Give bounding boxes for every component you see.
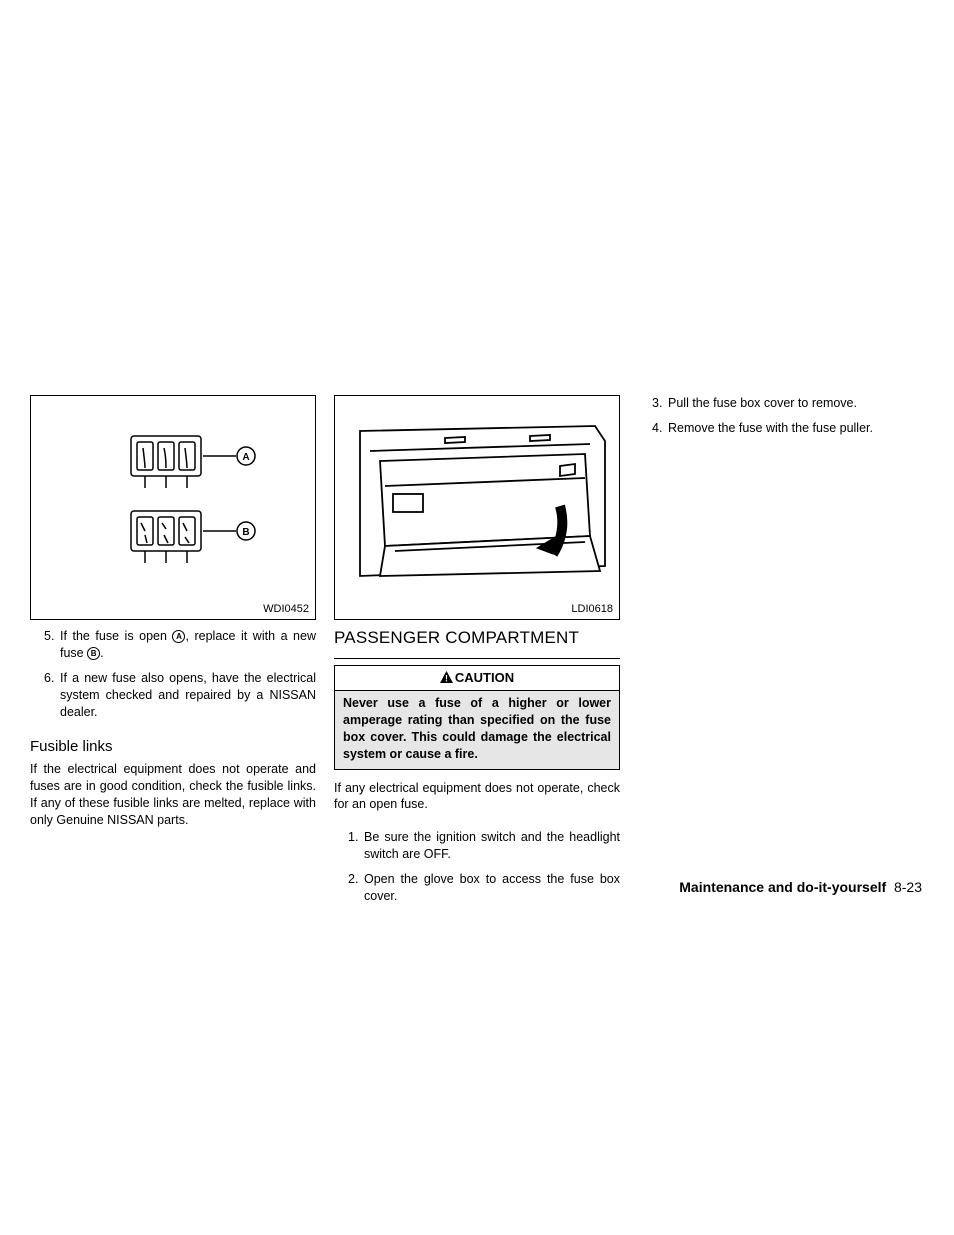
svg-text:!: ! xyxy=(445,674,448,684)
list-item: 1. Be sure the ignition switch and the h… xyxy=(348,829,620,863)
list-text: Pull the fuse box cover to remove. xyxy=(668,396,857,410)
list-num: 5. xyxy=(44,628,54,645)
list-num: 3. xyxy=(652,395,662,412)
list-text: If a new fuse also opens, have the elect… xyxy=(60,671,316,719)
list-text: If the fuse is open xyxy=(60,629,172,643)
col2-paragraph: If any electrical equipment does not ope… xyxy=(334,780,620,814)
list-num: 2. xyxy=(348,871,358,888)
page-footer: Maintenance and do-it-yourself 8-23 xyxy=(679,879,922,895)
heading-separator xyxy=(334,658,620,659)
circle-b-icon: B xyxy=(87,647,100,660)
warning-icon: ! xyxy=(440,671,453,686)
column-left: A B xyxy=(30,395,316,913)
list-item: 5. If the fuse is open A, replace it wit… xyxy=(44,628,316,662)
list-item: 3. Pull the fuse box cover to remove. xyxy=(652,395,924,412)
caution-heading: ! CAUTION xyxy=(335,666,619,691)
list-item: 4. Remove the fuse with the fuse puller. xyxy=(652,420,924,437)
col3-list: 3. Pull the fuse box cover to remove. 4.… xyxy=(638,395,924,445)
list-num: 1. xyxy=(348,829,358,846)
list-text: Open the glove box to access the fuse bo… xyxy=(364,872,620,903)
column-right: 3. Pull the fuse box cover to remove. 4.… xyxy=(638,395,924,913)
list-item: 6. If a new fuse also opens, have the el… xyxy=(44,670,316,721)
list-text: Remove the fuse with the fuse puller. xyxy=(668,421,873,435)
col1-list: 5. If the fuse is open A, replace it wit… xyxy=(30,628,316,728)
figure-glovebox: LDI0618 xyxy=(334,395,620,620)
figure-label-1: WDI0452 xyxy=(263,603,309,615)
list-item: 2. Open the glove box to access the fuse… xyxy=(348,871,620,905)
fuse-svg: A B xyxy=(31,396,315,619)
footer-section: Maintenance and do-it-yourself xyxy=(679,879,886,895)
fusible-links-paragraph: If the electrical equipment does not ope… xyxy=(30,761,316,829)
footer-page: 8-23 xyxy=(894,879,922,895)
figure-marker-b: B xyxy=(242,527,249,538)
caution-text: Never use a fuse of a higher or lower am… xyxy=(343,695,611,763)
fusible-links-heading: Fusible links xyxy=(30,738,316,755)
list-num: 4. xyxy=(652,420,662,437)
list-text: Be sure the ignition switch and the head… xyxy=(364,830,620,861)
figure-label-2: LDI0618 xyxy=(571,603,613,615)
column-middle: LDI0618 PASSENGER COMPARTMENT ! CAUTION … xyxy=(334,395,620,913)
glovebox-svg xyxy=(335,396,619,619)
caution-box: ! CAUTION Never use a fuse of a higher o… xyxy=(334,665,620,770)
list-text: . xyxy=(100,646,103,660)
list-num: 6. xyxy=(44,670,54,687)
col2-list: 1. Be sure the ignition switch and the h… xyxy=(334,829,620,913)
figure-marker-a: A xyxy=(242,452,249,463)
figure-fuse-diagram: A B xyxy=(30,395,316,620)
passenger-compartment-heading: PASSENGER COMPARTMENT xyxy=(334,628,620,648)
caution-label: CAUTION xyxy=(455,670,514,685)
circle-a-icon: A xyxy=(172,630,185,643)
